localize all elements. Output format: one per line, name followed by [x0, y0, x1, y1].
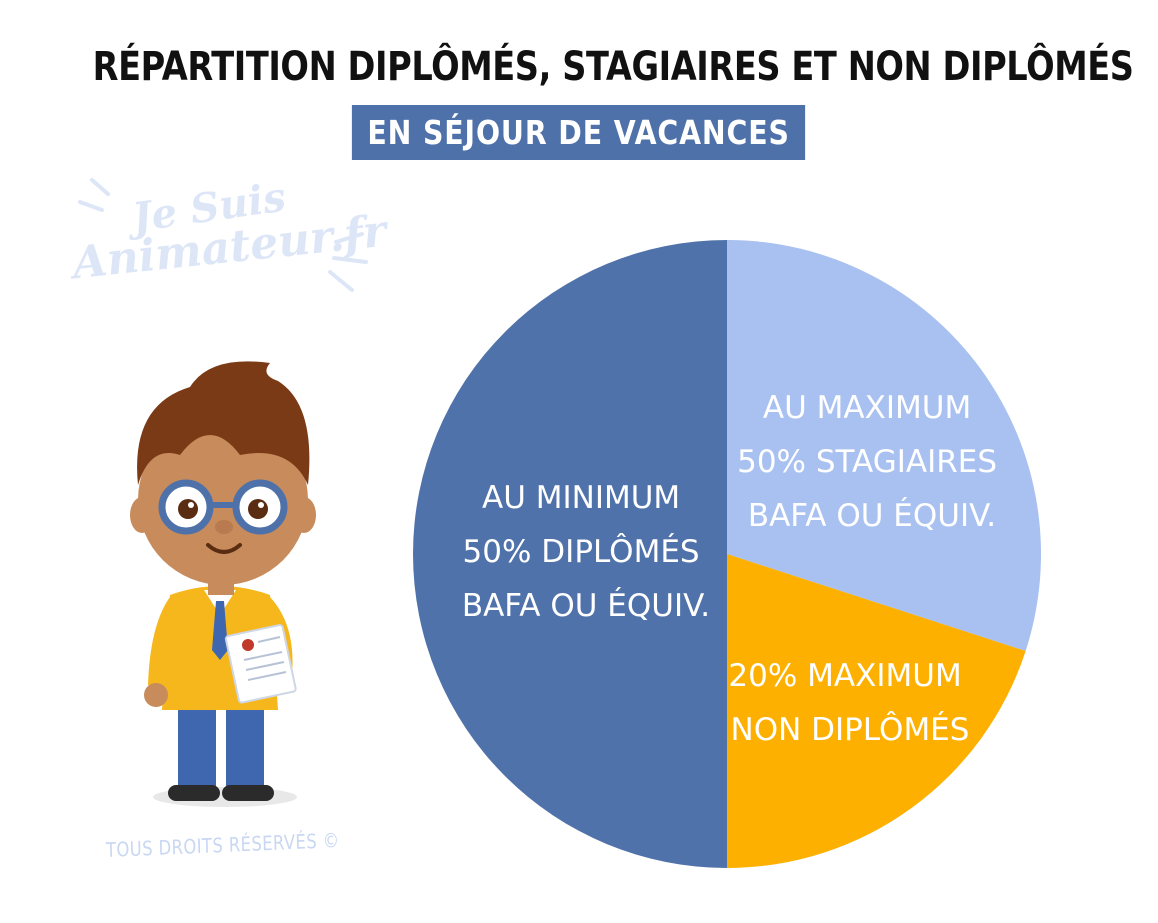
- pie-slice-non-diplomes: [727, 554, 1026, 868]
- label-non-diplomes-line-1: 20% MAXIMUM: [728, 658, 961, 694]
- label-stagiaires-line-1: AU MAXIMUM: [763, 390, 971, 426]
- jesuisanimateur-logo: Je Suis Animateur.fr: [70, 172, 389, 302]
- pie-slice-diplomes: [413, 240, 727, 868]
- label-diplomes: AU MINIMUM 50% DIPLÔMÉS BAFA OU ÉQUIV.: [462, 480, 710, 624]
- pie-slice-stagiaires: [727, 240, 1041, 652]
- label-non-diplomes: 20% MAXIMUM NON DIPLÔMÉS: [728, 658, 971, 748]
- chart-subtitle: EN SÉJOUR DE VACANCES: [352, 105, 806, 160]
- subtitle-band: EN SÉJOUR DE VACANCES: [0, 105, 1158, 160]
- label-stagiaires-line-2: 50% STAGIAIRES: [737, 444, 997, 480]
- label-diplomes-line-2: 50% DIPLÔMÉS: [463, 533, 700, 570]
- label-stagiaires-line-3: BAFA OU ÉQUIV.: [748, 498, 996, 534]
- label-non-diplomes-line-2: NON DIPLÔMÉS: [731, 711, 970, 748]
- label-diplomes-line-1: AU MINIMUM: [482, 480, 680, 516]
- label-stagiaires: AU MAXIMUM 50% STAGIAIRES BAFA OU ÉQUIV.: [737, 390, 1007, 534]
- chart-title: RÉPARTITION DIPLÔMÉS, STAGIAIRES ET NON …: [92, 44, 1134, 90]
- label-diplomes-line-3: BAFA OU ÉQUIV.: [462, 588, 710, 624]
- logo-sparkle-lines-icon: [78, 178, 368, 292]
- animator-boy-illustration: [130, 361, 316, 807]
